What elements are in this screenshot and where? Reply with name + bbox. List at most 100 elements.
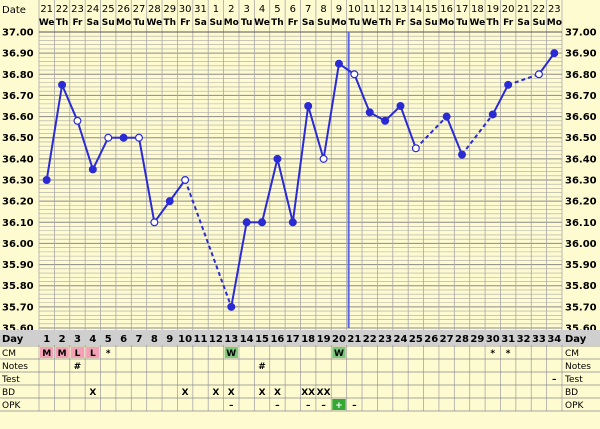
temperature-point xyxy=(88,165,97,174)
temperature-line-segment xyxy=(76,120,94,170)
temperature-point-open xyxy=(350,70,359,79)
date-number-label: 30 xyxy=(179,4,192,15)
row-cell-mark: # xyxy=(258,362,266,372)
temperature-line-dashed xyxy=(415,115,448,149)
day-of-week-label: Fr xyxy=(395,18,406,28)
row-cell-highlight xyxy=(332,347,346,358)
day-of-week-label: Tu xyxy=(241,18,253,28)
y-tick-label-right: 35.90 xyxy=(565,260,597,271)
date-number-label: 16 xyxy=(440,4,453,15)
row-cell-highlight xyxy=(224,347,238,358)
date-number-label: 3 xyxy=(243,4,249,15)
temperature-point xyxy=(288,218,297,227)
row-cell-mark: – xyxy=(229,401,234,411)
row-cell-mark: – xyxy=(352,401,357,411)
row-cell-mark: * xyxy=(106,349,111,359)
temperature-line-dashed xyxy=(461,113,494,156)
cycle-day-number: 31 xyxy=(501,334,515,345)
row-label-left: Test xyxy=(1,375,20,385)
y-tick-label-left: 36.70 xyxy=(2,91,34,102)
date-number-label: 11 xyxy=(363,4,376,15)
cycle-day-number: 11 xyxy=(194,334,208,345)
cycle-day-number: 4 xyxy=(89,334,96,345)
cycle-day-number: 18 xyxy=(301,334,315,345)
row-cell-highlight xyxy=(40,347,54,358)
cycle-day-number: 34 xyxy=(547,334,561,345)
temperature-line-segment xyxy=(153,200,171,223)
cycle-day-number: 5 xyxy=(105,334,112,345)
row-cell-highlight xyxy=(55,347,69,358)
cycle-day-number: 27 xyxy=(440,334,454,345)
y-tick-label-left: 36.80 xyxy=(2,70,34,81)
y-tick-label-right: 36.50 xyxy=(565,133,597,144)
y-tick-label-left: 36.00 xyxy=(2,239,34,250)
y-tick-label-right: 35.70 xyxy=(565,302,597,313)
day-row-band xyxy=(0,330,600,345)
date-number-label: 18 xyxy=(471,4,484,15)
row-cell-mark: – xyxy=(552,375,557,385)
cycle-day-number: 29 xyxy=(470,334,484,345)
temperature-line-segment xyxy=(445,116,463,156)
temperature-line-segment xyxy=(138,137,156,223)
temperature-point-open xyxy=(319,154,328,163)
date-number-label: 28 xyxy=(148,4,161,15)
date-number-label: 25 xyxy=(102,4,115,15)
row-cell-mark: * xyxy=(490,349,495,359)
day-of-week-label: Fr xyxy=(72,18,83,28)
temperature-point xyxy=(227,302,236,311)
row-label-left: CM xyxy=(2,349,16,359)
temperature-point xyxy=(488,110,497,119)
cycle-day-number: 16 xyxy=(270,334,284,345)
temperature-line-dashed xyxy=(507,73,540,86)
row-cell-mark: M xyxy=(58,349,67,359)
temperature-point xyxy=(550,49,559,58)
day-of-week-label: Fr xyxy=(180,18,191,28)
date-number-label: 19 xyxy=(486,4,499,15)
cycle-day-number: 26 xyxy=(424,334,438,345)
y-tick-label-right: 36.40 xyxy=(565,154,597,165)
row-label-left: OPK xyxy=(2,401,22,411)
temperature-point xyxy=(396,101,405,110)
temperature-line-segment xyxy=(538,52,556,75)
row-cell-mark: – xyxy=(275,401,280,411)
y-tick-label-left: 36.20 xyxy=(2,197,34,208)
row-cell-mark: W xyxy=(226,349,236,359)
temperature-line-segment xyxy=(230,222,248,308)
cycle-day-number: 19 xyxy=(317,334,331,345)
row-label-right: BD xyxy=(565,388,578,398)
cycle-day-number: 3 xyxy=(74,334,81,345)
day-of-week-label: Sa xyxy=(87,18,100,28)
temperature-line-segment xyxy=(322,63,340,160)
day-of-week-label: Tu xyxy=(133,18,145,28)
row-cell-mark: X xyxy=(274,388,281,398)
date-number-label: 26 xyxy=(117,4,130,15)
cycle-day-number: 1 xyxy=(43,334,50,345)
day-of-week-label: We xyxy=(470,18,486,28)
day-row-label-right: Day xyxy=(565,334,587,345)
date-header-label: Date xyxy=(2,5,26,16)
y-tick-label-right: 36.80 xyxy=(565,70,597,81)
y-tick-label-left: 36.10 xyxy=(2,218,34,229)
row-cell-highlight xyxy=(332,399,346,410)
date-number-label: 22 xyxy=(56,4,69,15)
day-of-week-label: Su xyxy=(532,18,545,28)
day-of-week-label: Tu xyxy=(349,18,361,28)
date-number-label: 12 xyxy=(379,4,392,15)
temperature-point-open xyxy=(181,176,190,185)
y-tick-label-right: 35.80 xyxy=(565,281,597,292)
day-of-week-label: Mo xyxy=(547,18,562,28)
y-tick-label-right: 36.10 xyxy=(565,218,597,229)
date-number-label: 7 xyxy=(305,4,311,15)
row-label-right: OPK xyxy=(565,401,585,411)
cycle-day-number: 33 xyxy=(532,334,546,345)
temperature-point xyxy=(58,80,67,89)
row-cell-mark: M xyxy=(42,349,51,359)
row-cell-highlight xyxy=(86,347,100,358)
cycle-day-number: 20 xyxy=(332,334,346,345)
row-label-left: BD xyxy=(2,388,15,398)
y-tick-label-left: 36.90 xyxy=(2,49,34,60)
row-cell-mark: XX xyxy=(301,388,315,398)
day-of-week-label: Sa xyxy=(410,18,423,28)
temperature-point xyxy=(258,218,267,227)
